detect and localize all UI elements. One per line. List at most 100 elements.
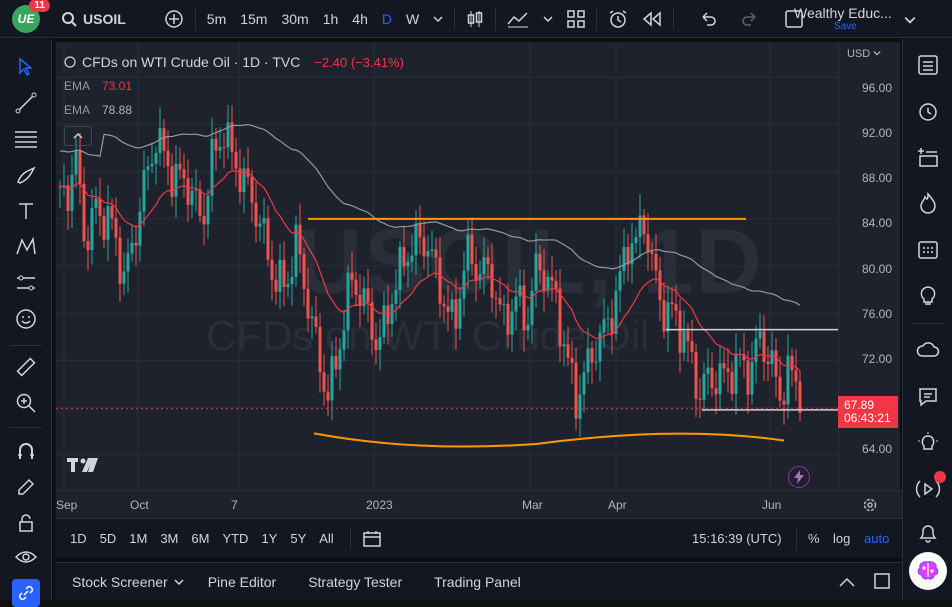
zoom-tool[interactable] <box>12 389 40 417</box>
indicators-button[interactable] <box>500 0 536 38</box>
object-tree-tool[interactable] <box>12 579 40 607</box>
legend-collapse-button[interactable] <box>64 126 92 146</box>
interval-1h[interactable]: 1h <box>322 10 339 27</box>
calendar-button[interactable] <box>914 235 942 263</box>
chats-button[interactable] <box>914 383 942 411</box>
ruler-tool[interactable] <box>12 353 40 381</box>
symbol-search[interactable]: USOIL <box>54 0 133 38</box>
bottom-range-curve <box>313 432 785 448</box>
user-avatar[interactable]: UE 11 <box>12 0 50 33</box>
undo-button[interactable] <box>692 0 724 38</box>
divider <box>796 527 797 550</box>
candle-body <box>134 242 138 246</box>
text-tool[interactable] <box>12 197 40 225</box>
range-5y[interactable]: 5Y <box>290 531 307 546</box>
plus-circle-icon <box>165 9 183 28</box>
hotlists-button[interactable] <box>914 189 942 217</box>
fullscreen-button[interactable] <box>778 0 810 38</box>
interval-dropdown[interactable] <box>426 0 450 38</box>
cloud-chat-icon <box>916 342 940 357</box>
interval-5m[interactable]: 5m <box>206 10 227 27</box>
redo-button[interactable] <box>734 0 766 38</box>
range-ytd[interactable]: YTD <box>222 531 249 546</box>
ideas-button[interactable] <box>914 281 942 309</box>
indicators-dropdown[interactable] <box>536 0 560 38</box>
price-change: −2.40 (−3.41%) <box>314 54 404 70</box>
insights-button[interactable] <box>914 429 942 457</box>
magnet-tool[interactable] <box>12 437 40 465</box>
candle-body <box>642 215 646 235</box>
range-5d[interactable]: 5D <box>99 531 117 546</box>
replay-button[interactable] <box>635 0 669 38</box>
save-status[interactable]: Save <box>834 21 857 32</box>
tradingview-logo[interactable] <box>66 456 100 479</box>
icons-tool[interactable] <box>12 305 40 333</box>
fib-tool[interactable] <box>12 125 40 153</box>
data-window-button[interactable] <box>914 143 942 171</box>
brush-tool[interactable] <box>12 161 40 189</box>
collapse-panel-button[interactable] <box>838 575 856 591</box>
compare-symbol-button[interactable] <box>157 0 191 38</box>
lock-drawings-tool[interactable] <box>12 509 40 537</box>
flash-button[interactable] <box>788 466 810 488</box>
percent-toggle[interactable]: % <box>808 531 820 546</box>
tab-strategy-tester[interactable]: Strategy Tester <box>308 573 403 590</box>
interval-4h[interactable]: 4h <box>352 10 368 27</box>
range-3m[interactable]: 3M <box>160 531 179 546</box>
pattern-tool[interactable] <box>12 233 40 261</box>
range-6m[interactable]: 6M <box>191 531 210 546</box>
range-1m[interactable]: 1M <box>129 531 148 546</box>
layout-menu-button[interactable] <box>904 13 916 29</box>
candle-body <box>234 151 238 169</box>
interval-w[interactable]: W <box>405 10 420 27</box>
prediction-tool[interactable] <box>12 269 40 297</box>
maximize-panel-button[interactable] <box>874 573 890 592</box>
range-1y[interactable]: 1Y <box>261 531 278 546</box>
trend-line-tool[interactable] <box>12 89 40 117</box>
candle-body <box>514 296 518 312</box>
utc-clock[interactable]: 15:16:39 (UTC) <box>692 531 782 546</box>
chart-settings-button[interactable] <box>862 497 878 518</box>
time-scale[interactable]: Sep Oct 7 2023 Mar Apr Jun <box>56 490 902 518</box>
chart-type-button[interactable] <box>459 0 491 38</box>
notifications-button[interactable] <box>914 519 942 547</box>
interval-30m[interactable]: 30m <box>281 10 309 27</box>
interval-15m[interactable]: 15m <box>240 10 268 27</box>
goto-date-button[interactable] <box>362 530 383 548</box>
interval-d[interactable]: D <box>381 10 392 27</box>
candle-body <box>554 280 558 289</box>
cursor-tool[interactable] <box>12 53 40 81</box>
candle-body <box>350 272 354 280</box>
alerts-button[interactable] <box>914 97 942 125</box>
auto-scale-toggle[interactable]: auto <box>864 531 890 546</box>
legend-ema2[interactable]: EMA 78.88 <box>64 98 404 122</box>
series-title[interactable]: CFDs on WTI Crude Oil · 1D · TVC <box>82 54 301 70</box>
candle-body <box>438 257 442 304</box>
streams-button[interactable] <box>914 337 942 365</box>
assistant-button[interactable] <box>909 552 947 590</box>
currency-selector[interactable]: USD <box>847 48 881 60</box>
stay-in-drawing-tool[interactable] <box>12 473 40 501</box>
hide-drawings-tool[interactable] <box>12 543 40 571</box>
tab-stock-screener[interactable]: Stock Screener <box>72 573 168 590</box>
range-all[interactable]: All <box>319 531 334 546</box>
candle-body <box>562 344 566 347</box>
chart-pane[interactable]: USOIL, 1D CFDs on WTI Crude Oil <box>56 42 838 490</box>
layout-name[interactable]: Wealthy Educ... <box>794 5 892 21</box>
tab-pine-editor[interactable]: Pine Editor <box>207 573 277 590</box>
candle-body <box>474 264 478 281</box>
candle-body <box>606 318 610 320</box>
indicators-icon <box>507 11 529 27</box>
candle-body <box>426 250 430 257</box>
layout-button[interactable] <box>560 0 592 38</box>
tab-trading-panel[interactable]: Trading Panel <box>434 573 521 590</box>
candlestick-chart[interactable] <box>56 42 838 490</box>
zoom-in-icon <box>16 393 36 413</box>
range-1d[interactable]: 1D <box>70 531 87 546</box>
watchlist-button[interactable] <box>914 51 942 79</box>
alert-button[interactable] <box>601 0 635 38</box>
chevron-down-icon[interactable] <box>174 577 184 587</box>
log-toggle[interactable]: log <box>833 531 851 546</box>
broadcast-button[interactable] <box>914 471 946 503</box>
legend-ema1[interactable]: EMA 73.01 <box>64 74 404 98</box>
